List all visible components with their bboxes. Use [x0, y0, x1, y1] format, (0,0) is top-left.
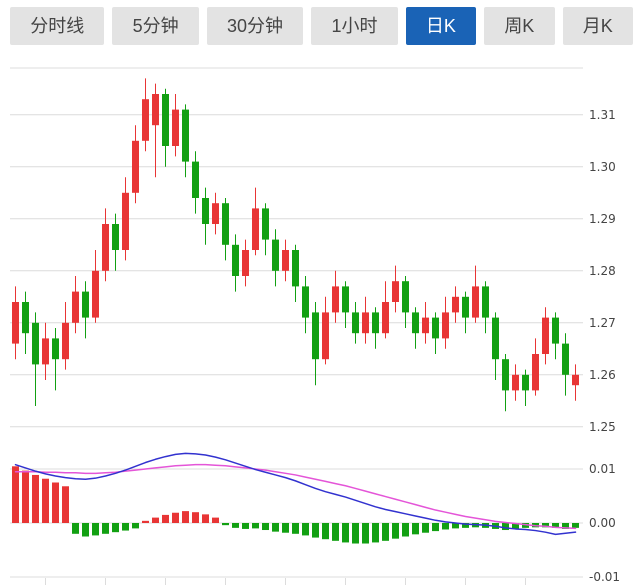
price-axis-label: 1.26 — [589, 368, 616, 382]
tab-weekly-k[interactable]: 周K — [484, 7, 555, 45]
tab-30min[interactable]: 30分钟 — [206, 7, 304, 45]
macd-axis-label: -0.01 — [589, 570, 620, 584]
macd-axis-label: 0.01 — [589, 462, 616, 476]
price-axis-label: 1.29 — [589, 212, 616, 226]
price-axis-label: 1.30 — [589, 160, 616, 174]
tab-5min[interactable]: 5分钟 — [112, 7, 199, 45]
price-axis-label: 1.31 — [589, 108, 616, 122]
timeframe-tabs: 分时线 5分钟 30分钟 1小时 日K 周K 月K — [10, 7, 633, 45]
tab-daily-k[interactable]: 日K — [405, 7, 477, 45]
tab-1hour[interactable]: 1小时 — [311, 7, 398, 45]
price-axis-label: 1.28 — [589, 264, 616, 278]
tab-minute-line[interactable]: 分时线 — [10, 7, 105, 45]
tab-monthly-k[interactable]: 月K — [562, 7, 633, 45]
price-axis-label: 1.25 — [589, 420, 616, 434]
price-axis-label: 1.27 — [589, 316, 616, 330]
macd-axis-label: 0.00 — [589, 516, 616, 530]
